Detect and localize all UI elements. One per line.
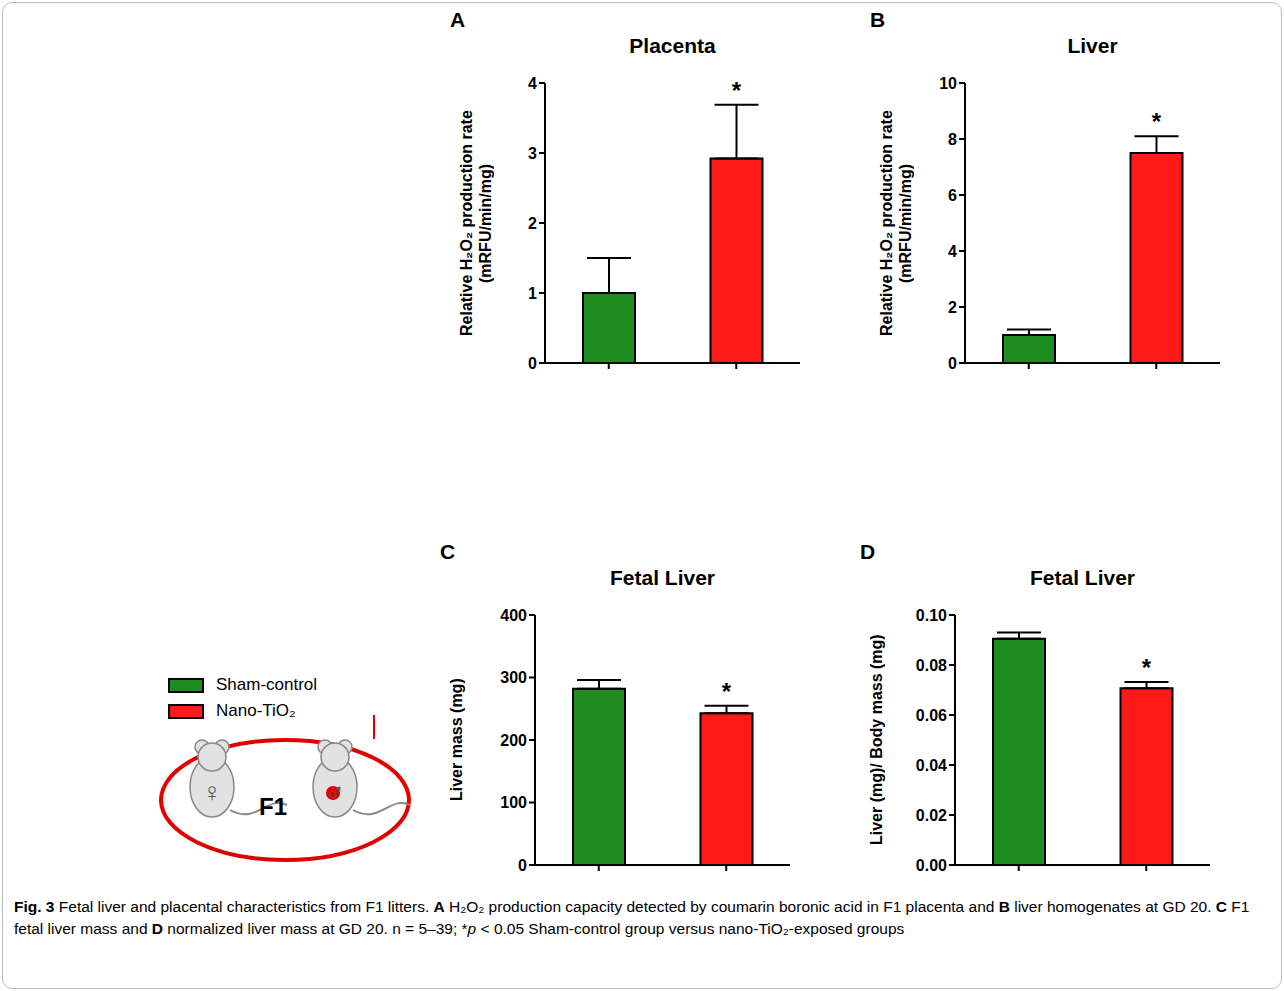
html-text:A: A xyxy=(450,8,466,31)
svg-text:2: 2 xyxy=(528,215,537,232)
html-text:C: C xyxy=(440,540,456,563)
html-text:Fetal Liver: Fetal Liver xyxy=(1030,566,1135,589)
html-text:(mRFU/min/mg): (mRFU/min/mg) xyxy=(477,163,494,283)
svg-text:0: 0 xyxy=(518,857,527,874)
svg-text:0.00: 0.00 xyxy=(916,857,947,874)
svg-text:0.04: 0.04 xyxy=(916,757,947,774)
svg-text:0.10: 0.10 xyxy=(916,607,947,624)
svg-text:*: * xyxy=(1152,108,1162,135)
svg-text:4: 4 xyxy=(948,243,957,260)
svg-text:3: 3 xyxy=(528,145,537,162)
html-text:Liver: Liver xyxy=(1067,34,1118,57)
svg-text:200: 200 xyxy=(500,732,527,749)
svg-text:0.02: 0.02 xyxy=(916,807,947,824)
svg-text:♂: ♂ xyxy=(325,777,345,807)
svg-text:F1: F1 xyxy=(259,793,287,820)
svg-text:8: 8 xyxy=(948,131,957,148)
svg-text:300: 300 xyxy=(500,669,527,686)
svg-text:♀: ♀ xyxy=(202,777,222,807)
html-text:(mRFU/min/mg): (mRFU/min/mg) xyxy=(897,163,914,283)
svg-text:1: 1 xyxy=(528,285,537,302)
html-text:Placenta: Placenta xyxy=(629,34,716,57)
svg-text:0: 0 xyxy=(948,355,957,372)
html-text:Nano-TiO₂: Nano-TiO₂ xyxy=(216,701,296,720)
html-text:Sham-control: Sham-control xyxy=(216,675,318,694)
svg-text:10: 10 xyxy=(939,75,957,92)
svg-text:400: 400 xyxy=(500,607,527,624)
svg-text:*: * xyxy=(1142,654,1152,681)
svg-text:2: 2 xyxy=(948,299,957,316)
svg-text:*: * xyxy=(732,77,742,104)
html-text:B: B xyxy=(870,8,886,31)
html-text:Liver mass (mg): Liver mass (mg) xyxy=(447,678,465,802)
html-text:D: D xyxy=(860,540,876,563)
svg-text:0.08: 0.08 xyxy=(916,657,947,674)
html-text:Liver (mg)/ Body mass (mg): Liver (mg)/ Body mass (mg) xyxy=(867,634,885,846)
html-text:Relative H₂O₂ production rate: Relative H₂O₂ production rate xyxy=(458,110,475,336)
svg-text:100: 100 xyxy=(500,794,527,811)
html-text:Relative H₂O₂ production rate: Relative H₂O₂ production rate xyxy=(878,110,895,336)
html-text:Fetal Liver: Fetal Liver xyxy=(610,566,715,589)
svg-text:4: 4 xyxy=(528,75,537,92)
svg-text:0: 0 xyxy=(528,355,537,372)
svg-text:*: * xyxy=(722,678,732,705)
svg-text:6: 6 xyxy=(948,187,957,204)
svg-text:0.06: 0.06 xyxy=(916,707,947,724)
html-text:Fig. 3 Fetal liver and placent: Fig. 3 Fetal liver and placental charact… xyxy=(14,898,1250,937)
